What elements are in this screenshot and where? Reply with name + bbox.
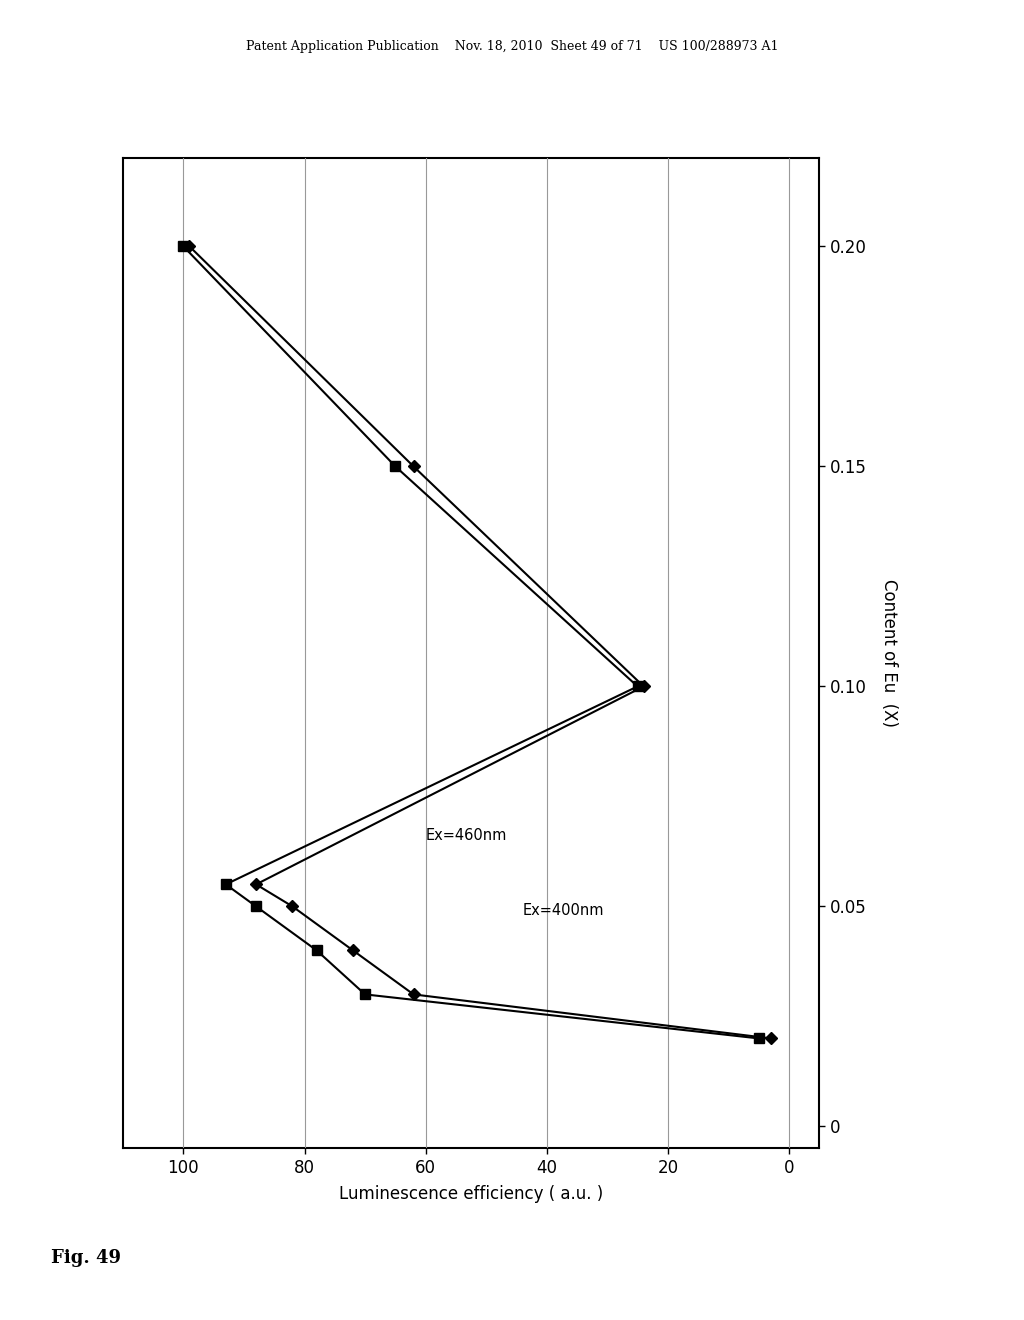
- Text: Patent Application Publication    Nov. 18, 2010  Sheet 49 of 71    US 100/288973: Patent Application Publication Nov. 18, …: [246, 40, 778, 53]
- Text: Ex=460nm: Ex=460nm: [426, 829, 507, 843]
- Y-axis label: Content of Eu  (X): Content of Eu (X): [881, 579, 898, 727]
- X-axis label: Luminescence efficiency ( a.u. ): Luminescence efficiency ( a.u. ): [339, 1185, 603, 1203]
- Text: Ex=400nm: Ex=400nm: [522, 903, 604, 919]
- Text: Fig. 49: Fig. 49: [51, 1249, 121, 1267]
